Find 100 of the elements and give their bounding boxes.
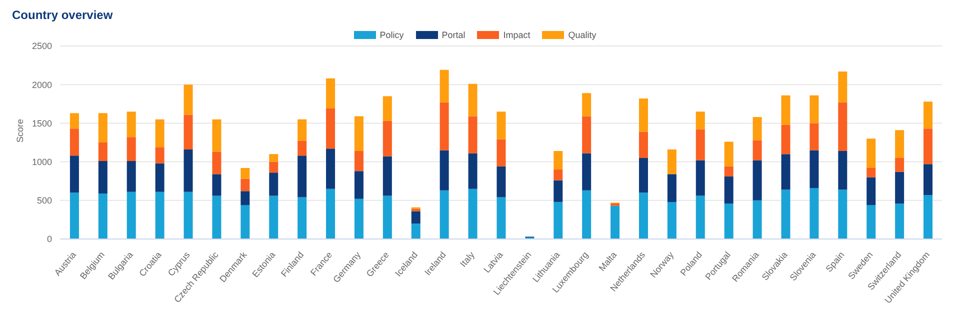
bar (752, 140, 762, 160)
bar (895, 172, 904, 204)
bar (155, 192, 164, 239)
bar (212, 119, 222, 152)
y-tick-label: 2000 (32, 80, 52, 90)
bar (126, 137, 136, 162)
bar (582, 93, 592, 116)
bar (667, 149, 676, 174)
bar (781, 95, 790, 125)
bar (752, 160, 762, 200)
y-tick-label: 0 (46, 234, 52, 244)
bar (610, 203, 620, 206)
bar (838, 150, 848, 190)
bar (326, 188, 336, 239)
bar (496, 112, 506, 140)
bar (98, 142, 108, 162)
bar (298, 119, 307, 141)
bar (895, 130, 904, 158)
legend-label: Policy (378, 30, 404, 40)
bar (810, 95, 819, 124)
bar (240, 168, 250, 179)
bar (184, 114, 193, 150)
bar (411, 224, 420, 239)
bar (638, 132, 648, 158)
bar (468, 153, 478, 189)
bar (554, 180, 563, 202)
bar (240, 178, 250, 192)
bar (582, 190, 592, 239)
bar (866, 177, 876, 206)
bar (810, 123, 819, 150)
bar (838, 102, 848, 151)
bar (269, 172, 278, 196)
bar (496, 166, 506, 198)
bar (924, 128, 933, 164)
bar (326, 108, 336, 149)
bar (240, 205, 250, 239)
x-tick-label: Italy (458, 249, 477, 269)
bar (269, 154, 278, 162)
y-tick-label: 1000 (32, 156, 52, 167)
bar (554, 150, 563, 170)
y-tick-label: 500 (36, 196, 52, 206)
bar (269, 162, 278, 173)
bar (895, 158, 904, 172)
bar (440, 102, 449, 150)
bar (496, 139, 506, 166)
bar (838, 190, 848, 239)
bar (98, 113, 108, 142)
bar (924, 102, 933, 129)
bar (468, 116, 478, 154)
bar (496, 197, 506, 239)
bar (184, 192, 193, 239)
bar (126, 192, 136, 239)
bar (269, 196, 278, 239)
bar (781, 190, 790, 239)
bar (382, 120, 392, 156)
bar (382, 196, 392, 239)
bar (638, 158, 648, 193)
bar (326, 78, 336, 109)
bar (354, 116, 364, 151)
legend-label: Portal (440, 30, 466, 40)
bar (752, 117, 762, 140)
bar (382, 96, 392, 121)
y-axis-title: Score (15, 118, 26, 142)
bar (440, 150, 449, 190)
bar (184, 149, 193, 192)
bar (155, 163, 164, 192)
bar (70, 113, 79, 129)
bar (696, 129, 705, 160)
bar (70, 156, 79, 193)
bar (582, 153, 592, 190)
bar (554, 170, 563, 180)
bar (752, 200, 762, 239)
y-tick-label: 2500 (32, 41, 52, 52)
chart-title: Country overview (12, 8, 114, 22)
bar (184, 84, 193, 115)
bar (667, 174, 676, 202)
bar (212, 174, 222, 196)
bar (696, 160, 705, 196)
bar (696, 196, 705, 239)
bar (326, 148, 336, 189)
bar (155, 119, 164, 148)
bar (866, 138, 876, 168)
bar (554, 202, 563, 239)
bar (582, 116, 592, 154)
bar (354, 171, 364, 199)
bar (440, 190, 449, 239)
bar (468, 188, 478, 239)
bar (838, 71, 848, 102)
bar (610, 206, 620, 239)
bar (70, 192, 79, 239)
bar (468, 84, 478, 116)
bar (724, 203, 734, 239)
bar (638, 192, 648, 239)
bar (895, 203, 904, 239)
bar (155, 147, 164, 164)
bar (724, 142, 734, 166)
legend-label: Impact (502, 30, 530, 40)
bar (724, 166, 734, 176)
bar (440, 70, 449, 102)
bar (354, 198, 364, 239)
